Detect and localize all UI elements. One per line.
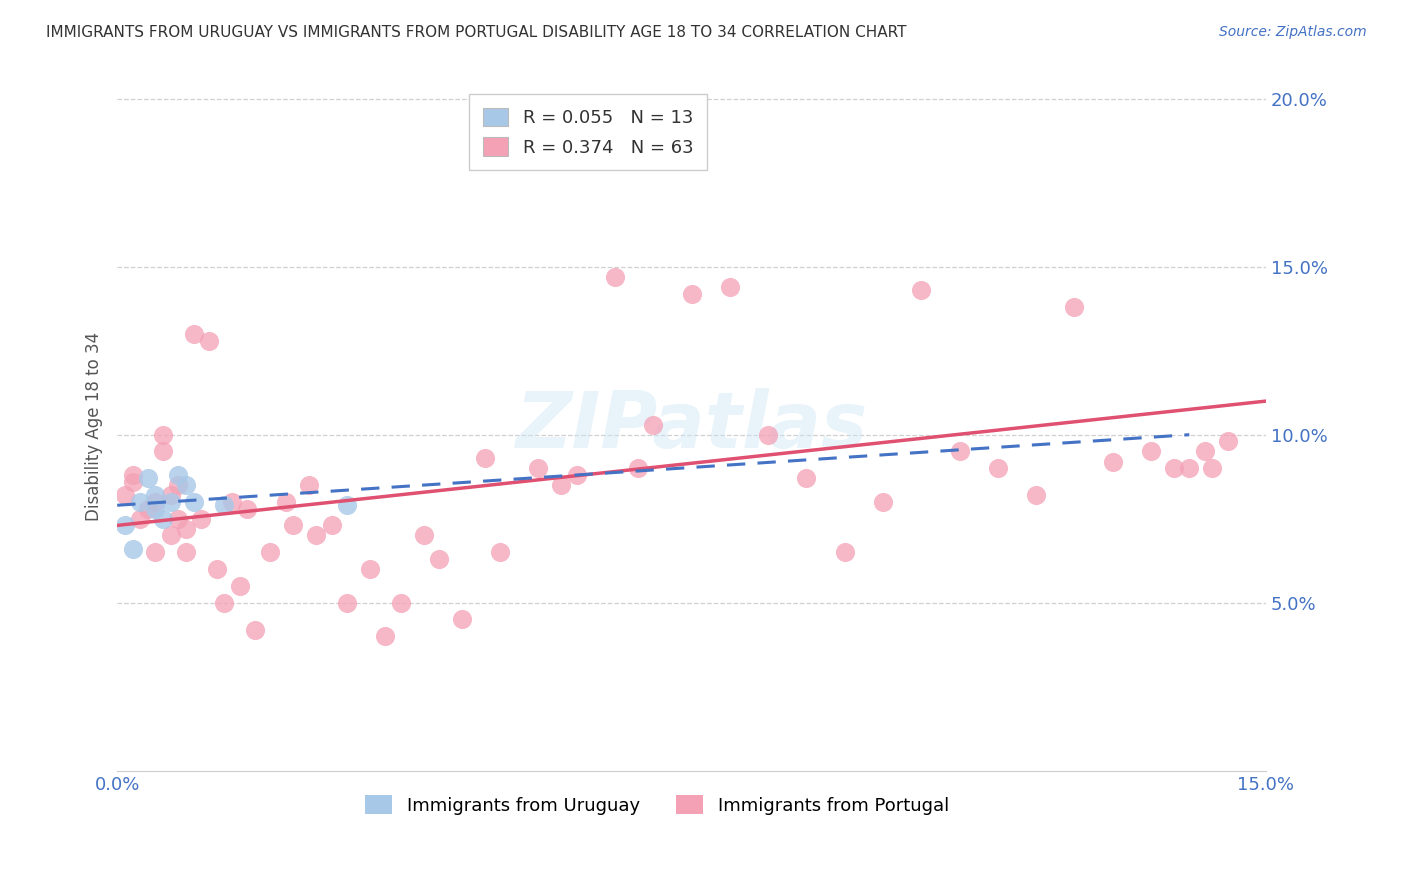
- Point: [527, 461, 550, 475]
- Point: [1025, 488, 1047, 502]
- Point: [1216, 434, 1239, 449]
- Point: [121, 475, 143, 489]
- Point: [274, 495, 297, 509]
- Text: ZIPatlas: ZIPatlas: [516, 388, 868, 465]
- Point: [1140, 444, 1163, 458]
- Point: [627, 461, 650, 475]
- Point: [872, 495, 894, 509]
- Text: Source: ZipAtlas.com: Source: ZipAtlas.com: [1219, 25, 1367, 39]
- Point: [474, 451, 496, 466]
- Point: [550, 478, 572, 492]
- Point: [1201, 461, 1223, 475]
- Point: [910, 283, 932, 297]
- Point: [1178, 461, 1201, 475]
- Point: [305, 528, 328, 542]
- Point: [174, 478, 197, 492]
- Point: [121, 468, 143, 483]
- Point: [489, 545, 512, 559]
- Point: [236, 501, 259, 516]
- Point: [359, 562, 381, 576]
- Point: [336, 498, 359, 512]
- Point: [121, 541, 143, 556]
- Point: [427, 552, 450, 566]
- Point: [129, 495, 152, 509]
- Point: [136, 501, 159, 516]
- Point: [198, 334, 221, 348]
- Point: [756, 427, 779, 442]
- Point: [167, 468, 190, 483]
- Point: [948, 444, 970, 458]
- Point: [174, 545, 197, 559]
- Point: [174, 522, 197, 536]
- Point: [159, 528, 181, 542]
- Legend: Immigrants from Uruguay, Immigrants from Portugal: Immigrants from Uruguay, Immigrants from…: [356, 786, 957, 823]
- Y-axis label: Disability Age 18 to 34: Disability Age 18 to 34: [86, 332, 103, 521]
- Point: [114, 518, 136, 533]
- Point: [1163, 461, 1185, 475]
- Point: [450, 612, 472, 626]
- Text: IMMIGRANTS FROM URUGUAY VS IMMIGRANTS FROM PORTUGAL DISABILITY AGE 18 TO 34 CORR: IMMIGRANTS FROM URUGUAY VS IMMIGRANTS FR…: [46, 25, 907, 40]
- Point: [336, 596, 359, 610]
- Point: [183, 495, 205, 509]
- Point: [243, 623, 266, 637]
- Point: [283, 518, 305, 533]
- Point: [214, 596, 236, 610]
- Point: [145, 495, 167, 509]
- Point: [152, 444, 174, 458]
- Point: [1194, 444, 1216, 458]
- Point: [183, 326, 205, 341]
- Point: [214, 498, 236, 512]
- Point: [796, 471, 818, 485]
- Point: [152, 511, 174, 525]
- Point: [159, 495, 181, 509]
- Point: [565, 468, 588, 483]
- Point: [681, 286, 703, 301]
- Point: [145, 488, 167, 502]
- Point: [298, 478, 321, 492]
- Point: [321, 518, 343, 533]
- Point: [718, 280, 741, 294]
- Point: [603, 269, 626, 284]
- Point: [834, 545, 856, 559]
- Point: [259, 545, 281, 559]
- Point: [129, 511, 152, 525]
- Point: [643, 417, 665, 432]
- Point: [114, 488, 136, 502]
- Point: [389, 596, 412, 610]
- Point: [412, 528, 434, 542]
- Point: [159, 488, 181, 502]
- Point: [205, 562, 228, 576]
- Point: [145, 501, 167, 516]
- Point: [167, 511, 190, 525]
- Point: [190, 511, 212, 525]
- Point: [152, 427, 174, 442]
- Point: [1101, 454, 1123, 468]
- Point: [136, 471, 159, 485]
- Point: [228, 579, 250, 593]
- Point: [221, 495, 243, 509]
- Point: [145, 545, 167, 559]
- Point: [987, 461, 1010, 475]
- Point: [374, 629, 396, 643]
- Point: [167, 478, 190, 492]
- Point: [1063, 300, 1085, 314]
